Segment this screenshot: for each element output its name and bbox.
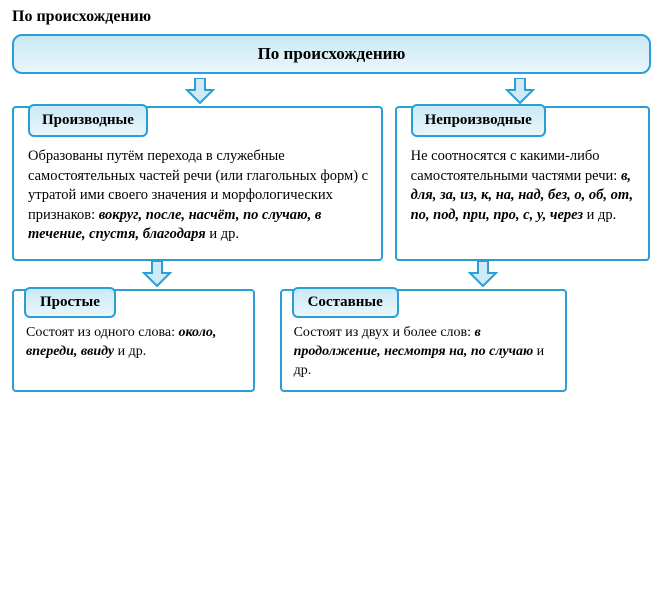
branch-row: Производные Образованы путём перехода в … <box>12 106 651 261</box>
body-text: Состоят из двух и более слов: <box>294 325 475 340</box>
sub-header-simple: Простые <box>24 287 116 318</box>
sub-body-simple: Состоят из одного слова: около, впереди,… <box>14 322 253 364</box>
down-arrow-icon <box>466 261 500 289</box>
arrow-row-top <box>12 78 651 106</box>
branch-header-nonderived: Непроизводные <box>411 104 546 137</box>
page-title: По происхождению <box>12 8 651 26</box>
body-tail: и др. <box>583 207 616 223</box>
down-arrow-icon <box>140 261 174 289</box>
arrow-row-bottom <box>12 261 651 289</box>
body-tail: и др. <box>206 226 239 242</box>
sub-simple: Простые Состоят из одного слова: около, … <box>12 289 255 393</box>
branch-derived: Производные Образованы путём перехода в … <box>12 106 383 261</box>
body-text: Состоят из одного слова: <box>26 325 178 340</box>
root-node: По происхождению <box>12 34 651 74</box>
branch-body-derived: Образованы путём перехода в служебные са… <box>14 143 381 249</box>
sub-compound: Составные Состоят из двух и более слов: … <box>280 289 568 393</box>
root-label: По происхождению <box>258 44 406 63</box>
down-arrow-icon <box>183 78 217 104</box>
body-tail: и др. <box>114 344 146 359</box>
branch-body-nonderived: Не соотносятся с какими-либо самостоятел… <box>397 143 649 229</box>
body-text: Не соотносятся с какими-либо самостоятел… <box>411 148 621 184</box>
branch-nonderived: Непроизводные Не соотносятся с какими-ли… <box>395 106 651 261</box>
branch-header-derived: Производные <box>28 104 148 137</box>
sub-body-compound: Состоят из двух и более слов: в продолже… <box>282 322 566 383</box>
sub-branch-row: Простые Состоят из одного слова: около, … <box>12 289 651 393</box>
sub-header-compound: Составные <box>292 287 399 318</box>
down-arrow-icon <box>503 78 537 104</box>
